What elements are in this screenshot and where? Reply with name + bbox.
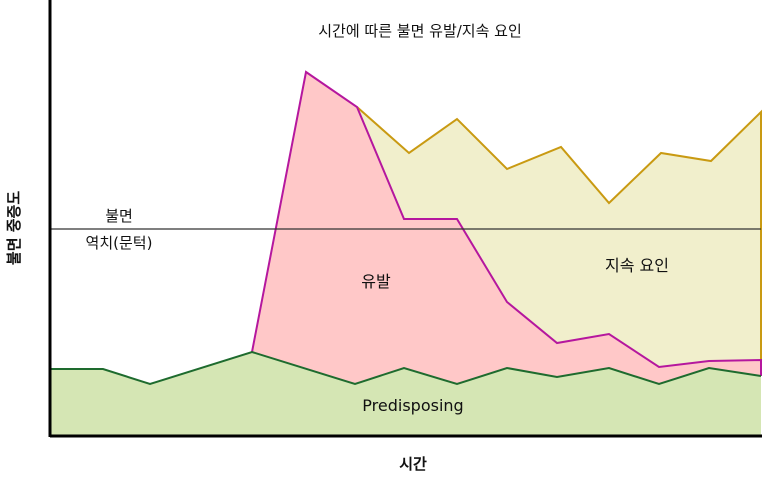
perpetuating-line xyxy=(356,106,762,360)
precipitating-line xyxy=(251,70,762,376)
threshold-label-line2: 역치(문턱) xyxy=(86,234,153,252)
precipitating-area xyxy=(252,72,761,384)
predisposing-label: Predisposing xyxy=(362,396,463,415)
perpetuating-label: 지속 요인 xyxy=(605,256,669,275)
precipitating-label: 유발 xyxy=(361,272,391,291)
threshold-label-line1: 불면 xyxy=(105,207,133,225)
predisposing-line xyxy=(51,350,762,386)
perpetuating-area xyxy=(357,107,761,367)
x-axis-label: 시간 xyxy=(399,455,427,473)
y-axis-label: 불면 중증도 xyxy=(5,191,23,265)
diagram-title: 시간에 따른 불면 유발/지속 요인 xyxy=(318,22,522,40)
